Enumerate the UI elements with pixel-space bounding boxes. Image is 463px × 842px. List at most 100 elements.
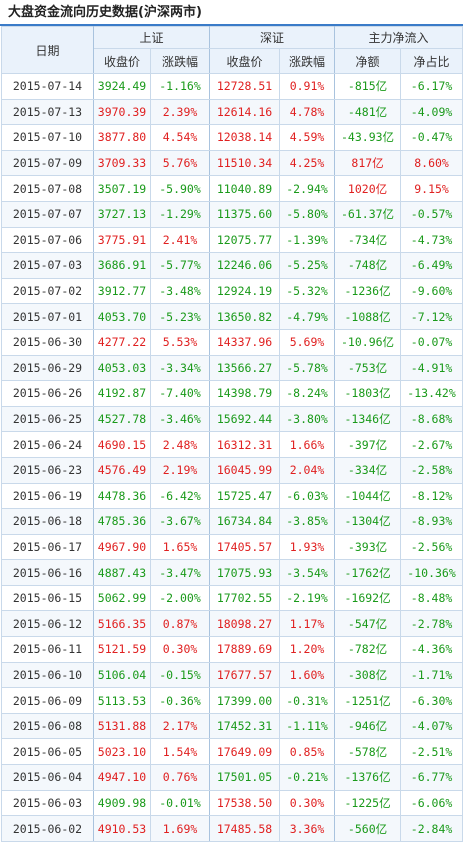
date-cell: 2015-07-03 (1, 252, 94, 279)
sh-change-cell: -0.36% (149, 687, 211, 714)
sh-change-cell: 2.19% (149, 456, 211, 484)
sz-close-cell: 14398.79 (209, 380, 281, 407)
table-row: 2015-07-09 3709.33 5.76% 11510.34 4.25% 817亿 8… (1, 149, 463, 177)
sz-change-cell: 1.66% (279, 431, 336, 458)
sh-change-cell: 0.87% (149, 610, 211, 638)
net-ratio-cell: -8.93% (400, 508, 463, 535)
net-ratio-cell: -4.91% (400, 354, 463, 382)
sh-change-cell: 0.76% (149, 764, 211, 791)
sh-close-cell: 3877.80 (93, 124, 151, 151)
net-ratio-cell: -4.09% (400, 98, 463, 126)
sh-close-cell: 4785.36 (93, 508, 151, 535)
table-row: 2015-06-11 5121.59 0.30% 17889.69 1.20% -782亿… (1, 636, 463, 663)
net-amount-cell: -397亿 (334, 431, 402, 458)
page-title: 大盘资金流向历史数据(沪深两市) (0, 0, 463, 26)
sz-change-cell: 4.25% (279, 149, 336, 177)
sh-change-cell: -2.00% (149, 584, 211, 612)
sh-close-cell: 3507.19 (93, 175, 151, 202)
table-row: 2015-07-07 3727.13 -1.29% 11375.60 -5.80% -61… (1, 200, 463, 228)
net-ratio-cell: -2.51% (400, 738, 463, 766)
net-ratio-cell: -6.77% (400, 764, 463, 791)
table-row: 2015-06-09 5113.53 -0.36% 17399.00 -0.31% -12… (1, 687, 463, 714)
net-ratio-cell: 9.15% (400, 175, 463, 202)
sh-change-cell: -0.01% (149, 789, 211, 817)
sh-change-cell: 2.39% (149, 98, 211, 126)
sh-close-cell: 4277.22 (93, 328, 151, 356)
sz-close-cell: 12075.77 (209, 226, 281, 254)
sz-close-cell: 15725.47 (209, 482, 281, 510)
main-flow-group-header: 主力净流入 (334, 26, 463, 49)
table-row: 2015-06-24 4690.15 2.48% 16312.31 1.66% -397亿… (1, 431, 463, 458)
sz-group-header: 深证 (209, 26, 336, 49)
sh-close-cell: 4967.90 (93, 533, 151, 561)
sh-change-cell: 2.17% (149, 712, 211, 740)
date-cell: 2015-06-02 (1, 815, 94, 842)
sh-change-cell: 5.53% (149, 328, 211, 356)
net-amount-cell: -393亿 (334, 533, 402, 561)
sh-close-cell: 5113.53 (93, 687, 151, 714)
table-row: 2015-07-06 3775.91 2.41% 12075.77 -1.39% -734… (1, 226, 463, 254)
sh-close-cell: 4527.78 (93, 405, 151, 433)
sz-close-cell: 12728.51 (209, 73, 281, 100)
sh-close-cell: 3912.77 (93, 277, 151, 305)
sz-change-header: 涨跌幅 (279, 48, 336, 74)
net-ratio-cell: -4.36% (400, 636, 463, 663)
net-ratio-cell: 8.60% (400, 149, 463, 177)
net-ratio-cell: -2.84% (400, 815, 463, 842)
table-header: 日期 上证 深证 主力净流入 收盘价 涨跌幅 收盘价 涨跌幅 净额 净占比 (1, 26, 463, 74)
sh-close-cell: 5062.99 (93, 584, 151, 612)
sz-close-header: 收盘价 (209, 48, 281, 74)
sh-close-cell: 3924.49 (93, 73, 151, 100)
net-amount-cell: -578亿 (334, 738, 402, 766)
sz-change-cell: 3.36% (279, 815, 336, 842)
sh-close-cell: 5131.88 (93, 712, 151, 740)
sh-change-cell: -7.40% (149, 380, 211, 407)
net-amount-cell: -61.37亿 (334, 200, 402, 228)
sz-change-cell: -1.11% (279, 712, 336, 740)
sz-change-cell: -5.32% (279, 277, 336, 305)
table-row: 2015-06-05 5023.10 1.54% 17649.09 0.85% -578亿… (1, 738, 463, 766)
net-ratio-cell: -1.71% (400, 661, 463, 689)
sz-change-cell: 0.30% (279, 789, 336, 817)
table-row: 2015-06-18 4785.36 -3.67% 16734.84 -3.85% -13… (1, 508, 463, 535)
net-amount-cell: -748亿 (334, 252, 402, 279)
sh-change-cell: -0.15% (149, 661, 211, 689)
sh-change-cell: -3.46% (149, 405, 211, 433)
net-amount-cell: -43.93亿 (334, 124, 402, 151)
sh-change-cell: -5.77% (149, 252, 211, 279)
date-cell: 2015-06-11 (1, 636, 94, 663)
sh-close-cell: 4478.36 (93, 482, 151, 510)
net-ratio-cell: -6.06% (400, 789, 463, 817)
sh-change-cell: -1.29% (149, 200, 211, 228)
table-row: 2015-06-15 5062.99 -2.00% 17702.55 -2.19% -16… (1, 584, 463, 612)
sz-change-cell: -0.21% (279, 764, 336, 791)
net-amount-cell: -1225亿 (334, 789, 402, 817)
date-cell: 2015-06-19 (1, 482, 94, 510)
sz-close-cell: 11040.89 (209, 175, 281, 202)
sz-change-cell: -6.03% (279, 482, 336, 510)
sz-close-cell: 16045.99 (209, 456, 281, 484)
sz-close-cell: 17485.58 (209, 815, 281, 842)
net-ratio-cell: -13.42% (400, 380, 463, 407)
net-ratio-cell: -4.07% (400, 712, 463, 740)
date-cell: 2015-06-23 (1, 456, 94, 484)
sh-change-cell: -5.23% (149, 303, 211, 330)
sz-change-cell: -2.94% (279, 175, 336, 202)
sz-close-cell: 12246.06 (209, 252, 281, 279)
net-amount-cell: -1236亿 (334, 277, 402, 305)
date-cell: 2015-06-17 (1, 533, 94, 561)
sz-close-cell: 16734.84 (209, 508, 281, 535)
table-row: 2015-07-14 3924.49 -1.16% 12728.51 0.91% -815… (1, 73, 463, 100)
date-cell: 2015-06-26 (1, 380, 94, 407)
table-row: 2015-06-26 4192.87 -7.40% 14398.79 -8.24% -18… (1, 380, 463, 407)
net-ratio-cell: -2.58% (400, 456, 463, 484)
table-row: 2015-07-03 3686.91 -5.77% 12246.06 -5.25% -74… (1, 252, 463, 279)
net-amount-cell: -308亿 (334, 661, 402, 689)
date-cell: 2015-06-12 (1, 610, 94, 638)
sh-change-cell: -6.42% (149, 482, 211, 510)
table-row: 2015-07-10 3877.80 4.54% 12038.14 4.59% -43.9… (1, 124, 463, 151)
net-ratio-cell: -0.07% (400, 328, 463, 356)
sh-close-cell: 3775.91 (93, 226, 151, 254)
sh-change-cell: -1.16% (149, 73, 211, 100)
sh-close-cell: 3727.13 (93, 200, 151, 228)
